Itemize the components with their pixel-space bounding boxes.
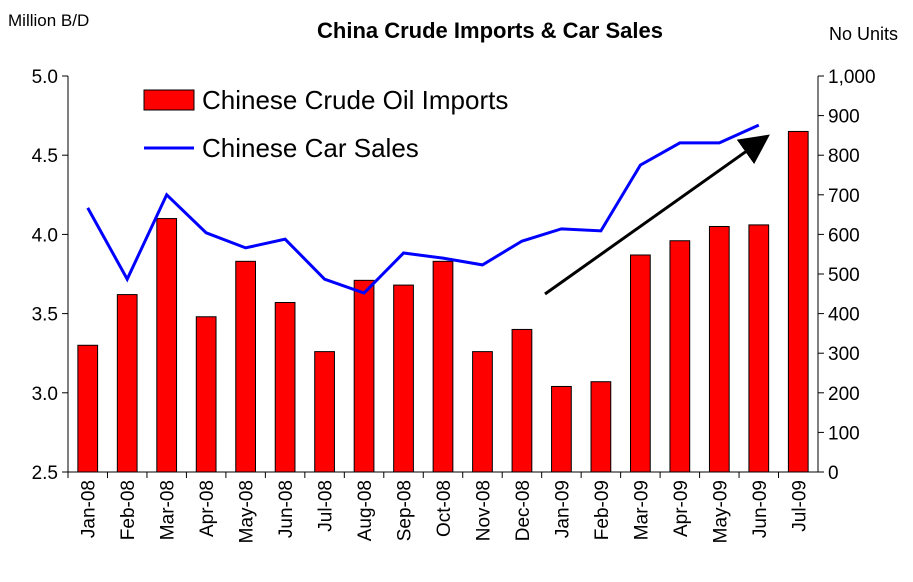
x-tick-label: Nov-08 [473, 480, 494, 541]
x-tick-label: Jun-09 [750, 480, 771, 538]
x-tick-label: Aug-08 [355, 480, 376, 541]
bar [156, 218, 178, 473]
x-tick-label: Jun-08 [276, 480, 297, 538]
bar [314, 351, 335, 473]
y-tick-label: 3.0 [32, 384, 58, 405]
legend-label: Chinese Car Sales [202, 133, 419, 163]
y2-tick-label: 800 [828, 146, 860, 167]
bar [393, 284, 414, 473]
legend-label: Chinese Crude Oil Imports [202, 85, 508, 115]
bar [432, 260, 454, 473]
y2-tick-label: 400 [828, 305, 860, 326]
bar [748, 224, 770, 473]
x-tick-label: Oct-08 [434, 480, 455, 537]
x-tick-label: Jul-09 [789, 480, 810, 532]
y2-tick-label: 300 [828, 344, 860, 365]
y-tick-label: 5.0 [32, 67, 58, 88]
bar [630, 254, 651, 473]
legend: Chinese Crude Oil Imports Chinese Car Sal… [143, 85, 508, 163]
chart-title: China Crude Imports & Car Sales [317, 18, 663, 43]
x-tick-label: Feb-09 [592, 480, 613, 540]
x-tick-label: May-09 [710, 480, 731, 543]
y2-tick-label: 700 [828, 186, 860, 207]
bar [274, 302, 296, 473]
y2-axis-label: No Units [829, 24, 898, 44]
x-tick-label: Jan-09 [552, 480, 573, 538]
y2-tick-label: 100 [828, 423, 860, 444]
bar [511, 328, 533, 473]
y2-tick-label: 0 [828, 463, 839, 484]
y-tick-label: 3.5 [32, 305, 58, 326]
y2-tick-label: 500 [828, 265, 860, 286]
y2-tick-label: 1,000 [828, 67, 876, 88]
x-tick-label: Mar-09 [631, 480, 652, 540]
x-tick-label: Jan-08 [79, 480, 100, 538]
legend-swatch [143, 89, 195, 111]
bar [77, 344, 99, 473]
x-tick-label: Sep-08 [395, 480, 416, 541]
y-tick-label: 4.0 [32, 225, 58, 246]
y2-tick-label: 200 [828, 384, 860, 405]
line [86, 123, 760, 295]
y2-tick-label: 600 [828, 225, 860, 246]
bar [195, 316, 217, 473]
x-tick-label: Jul-08 [316, 480, 337, 532]
bar [669, 240, 691, 473]
y2-tick-label: 900 [828, 107, 860, 128]
bar [235, 260, 256, 473]
trend-arrow [544, 134, 770, 296]
bar [353, 279, 375, 473]
bar [590, 381, 612, 473]
x-tick-label: Apr-09 [671, 480, 692, 537]
bar [551, 385, 572, 473]
bar [708, 225, 730, 473]
y-tick-label: 4.5 [32, 146, 58, 167]
bar [116, 294, 138, 473]
x-tick-label: May-08 [237, 480, 258, 543]
x-tick-label: Apr-08 [197, 480, 218, 537]
y-tick-label: 2.5 [32, 463, 58, 484]
bar [787, 130, 809, 473]
x-tick-label: Feb-08 [118, 480, 139, 540]
x-tick-label: Dec-08 [513, 480, 534, 541]
bar [472, 351, 493, 473]
x-tick-label: Mar-08 [158, 480, 179, 540]
y-axis-label: Million B/D [8, 11, 89, 30]
